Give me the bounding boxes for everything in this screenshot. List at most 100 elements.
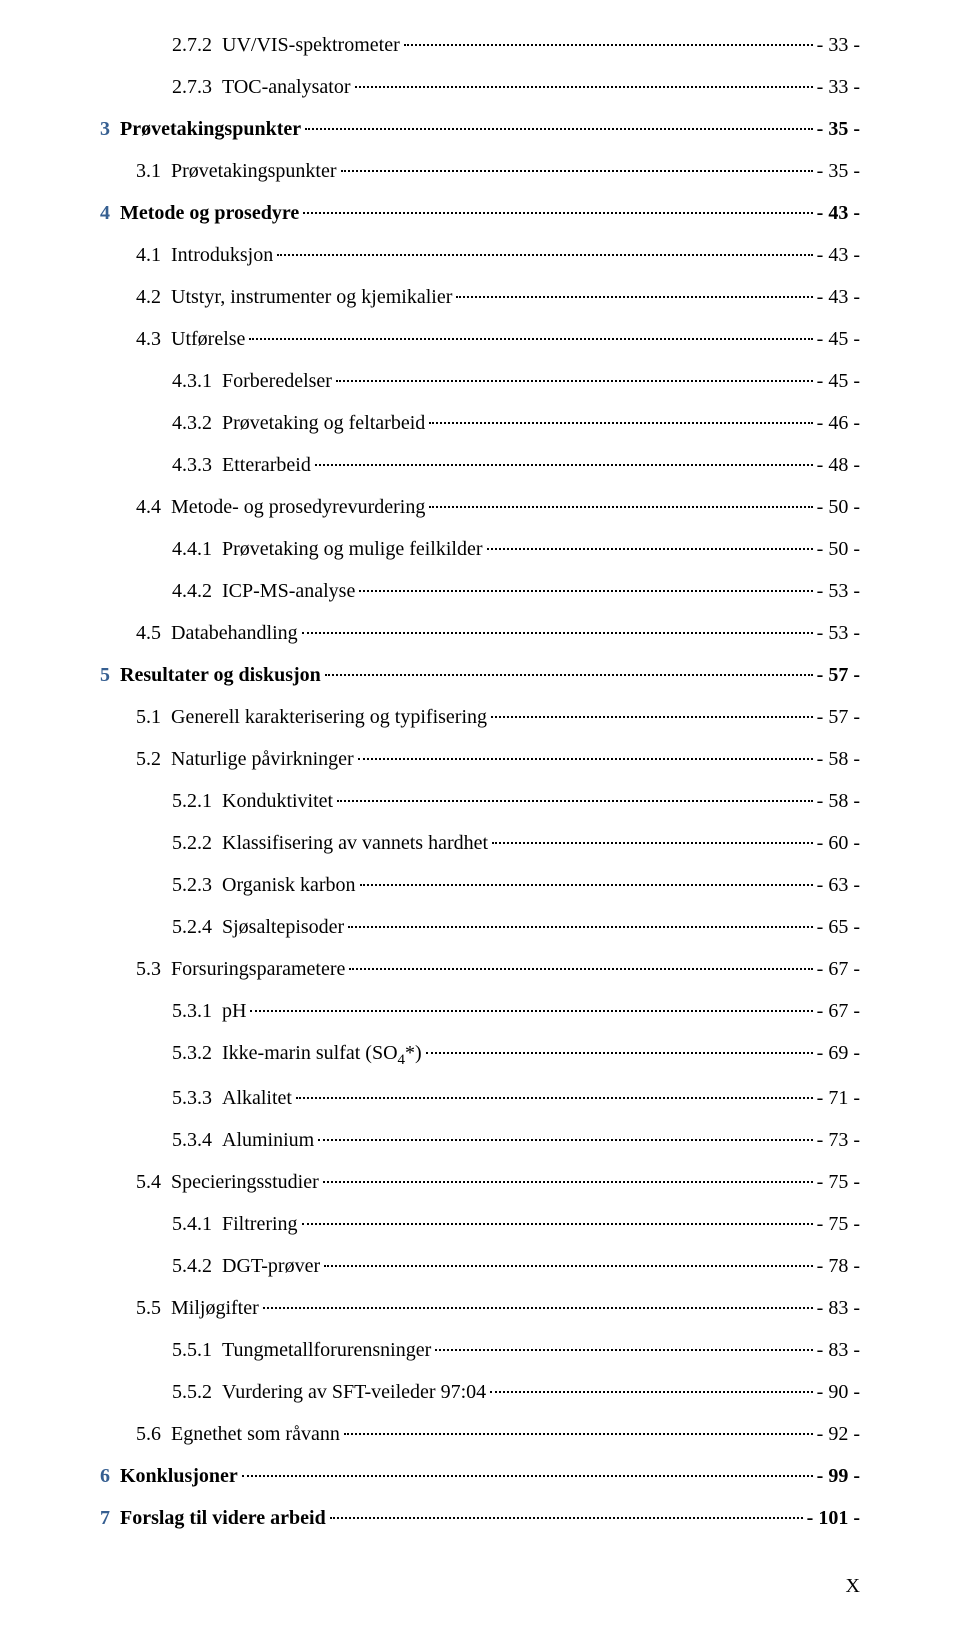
toc-page: - 63 - bbox=[817, 864, 860, 906]
toc-row: 5.2.3 Organisk karbon - 63 - bbox=[100, 864, 860, 906]
toc-row: 5.3.2 Ikke-marin sulfat (SO4*)- 69 - bbox=[100, 1032, 860, 1077]
toc-row: 3.1 Prøvetakingspunkter- 35 - bbox=[100, 150, 860, 192]
toc-page: - 69 - bbox=[817, 1032, 860, 1074]
toc-row: 4.3.3 Etterarbeid- 48 - bbox=[100, 444, 860, 486]
toc-number: 4.3.2 bbox=[172, 402, 222, 444]
toc-row: 4.4 Metode- og prosedyrevurdering- 50 - bbox=[100, 486, 860, 528]
toc-title: Konklusjoner bbox=[120, 1455, 238, 1497]
toc-page: - 60 - bbox=[817, 822, 860, 864]
toc-page: - 71 - bbox=[817, 1077, 860, 1119]
toc-leader bbox=[491, 716, 813, 718]
table-of-contents: 2.7.2 UV/VIS-spektrometer- 33 -2.7.3 TOC… bbox=[100, 24, 860, 1539]
toc-leader bbox=[344, 1433, 813, 1435]
toc-number: 5.6 bbox=[136, 1413, 171, 1455]
toc-page: - 53 - bbox=[817, 570, 860, 612]
toc-title: Egnethet som råvann bbox=[171, 1413, 340, 1455]
toc-number: 2.7.3 bbox=[172, 66, 222, 108]
toc-title: Prøvetaking og feltarbeid bbox=[222, 402, 425, 444]
toc-number: 5.5.2 bbox=[172, 1371, 222, 1413]
toc-row: 2.7.3 TOC-analysator- 33 - bbox=[100, 66, 860, 108]
toc-page: - 58 - bbox=[817, 738, 860, 780]
toc-leader bbox=[242, 1475, 813, 1477]
toc-leader bbox=[429, 422, 812, 424]
toc-number: 5.2.2 bbox=[172, 822, 222, 864]
toc-page: - 45 - bbox=[817, 318, 860, 360]
toc-title: Ikke-marin sulfat (SO4*) bbox=[222, 1032, 422, 1077]
toc-leader bbox=[404, 44, 813, 46]
toc-row: 2.7.2 UV/VIS-spektrometer- 33 - bbox=[100, 24, 860, 66]
toc-title: Alkalitet bbox=[222, 1077, 292, 1119]
toc-leader bbox=[487, 548, 813, 550]
toc-leader bbox=[323, 1181, 813, 1183]
toc-number: 4.1 bbox=[136, 234, 171, 276]
toc-page: - 46 - bbox=[817, 402, 860, 444]
toc-title: Prøvetaking og mulige feilkilder bbox=[222, 528, 483, 570]
toc-page: - 33 - bbox=[817, 24, 860, 66]
toc-leader bbox=[277, 254, 812, 256]
toc-number: 5 bbox=[100, 654, 120, 696]
toc-row: 5.5 Miljøgifter- 83 - bbox=[100, 1287, 860, 1329]
toc-leader bbox=[302, 632, 813, 634]
toc-number: 4.4 bbox=[136, 486, 171, 528]
toc-number: 5.2.3 bbox=[172, 864, 222, 906]
toc-leader bbox=[349, 968, 812, 970]
toc-title: pH bbox=[222, 990, 246, 1032]
toc-page: - 43 - bbox=[817, 234, 860, 276]
toc-number: 3 bbox=[100, 108, 120, 150]
toc-leader bbox=[435, 1349, 812, 1351]
toc-page: - 75 - bbox=[817, 1161, 860, 1203]
toc-title: DGT-prøver bbox=[222, 1245, 320, 1287]
toc-row: 5.2.1 Konduktivitet- 58 - bbox=[100, 780, 860, 822]
toc-row: 5.4 Specieringsstudier- 75 - bbox=[100, 1161, 860, 1203]
toc-page: - 83 - bbox=[817, 1287, 860, 1329]
toc-title: Tungmetallforurensninger bbox=[222, 1329, 431, 1371]
toc-page: - 58 - bbox=[817, 780, 860, 822]
toc-leader bbox=[263, 1307, 813, 1309]
toc-number: 3.1 bbox=[136, 150, 171, 192]
toc-title: Vurdering av SFT-veileder 97:04 bbox=[222, 1371, 486, 1413]
toc-leader bbox=[324, 1265, 813, 1267]
toc-row: 5.2.4 Sjøsaltepisoder - 65 - bbox=[100, 906, 860, 948]
toc-title: UV/VIS-spektrometer bbox=[222, 24, 400, 66]
toc-number: 5.2.4 bbox=[172, 906, 222, 948]
toc-leader bbox=[302, 1223, 813, 1225]
toc-page: - 48 - bbox=[817, 444, 860, 486]
toc-number: 4.4.1 bbox=[172, 528, 222, 570]
toc-row: 5.3.3 Alkalitet- 71 - bbox=[100, 1077, 860, 1119]
toc-page: - 101 - bbox=[807, 1497, 860, 1539]
toc-page: - 35 - bbox=[817, 108, 860, 150]
toc-row: 5.6 Egnethet som råvann- 92 - bbox=[100, 1413, 860, 1455]
toc-number: 4.5 bbox=[136, 612, 171, 654]
toc-leader bbox=[341, 170, 813, 172]
toc-row: 4 Metode og prosedyre- 43 - bbox=[100, 192, 860, 234]
toc-leader bbox=[429, 506, 812, 508]
toc-page: - 57 - bbox=[817, 696, 860, 738]
toc-leader bbox=[315, 464, 813, 466]
toc-row: 4.3 Utførelse- 45 - bbox=[100, 318, 860, 360]
toc-number: 4 bbox=[100, 192, 120, 234]
toc-title: Organisk karbon bbox=[222, 864, 356, 906]
toc-title: Forslag til videre arbeid bbox=[120, 1497, 326, 1539]
toc-leader bbox=[303, 212, 812, 214]
toc-number: 5.2.1 bbox=[172, 780, 222, 822]
toc-page: - 50 - bbox=[817, 486, 860, 528]
toc-leader bbox=[337, 800, 813, 802]
toc-row: 5.2 Naturlige påvirkninger- 58 - bbox=[100, 738, 860, 780]
toc-row: 5.5.2 Vurdering av SFT-veileder 97:04- 9… bbox=[100, 1371, 860, 1413]
toc-leader bbox=[249, 338, 812, 340]
toc-title: Resultater og diskusjon bbox=[120, 654, 321, 696]
toc-title: Sjøsaltepisoder bbox=[222, 906, 344, 948]
toc-title: Introduksjon bbox=[171, 234, 273, 276]
toc-row: 5.1 Generell karakterisering og typifise… bbox=[100, 696, 860, 738]
toc-row: 5.3.1 pH- 67 - bbox=[100, 990, 860, 1032]
toc-number: 5.5.1 bbox=[172, 1329, 222, 1371]
toc-page: - 67 - bbox=[817, 990, 860, 1032]
toc-page: - 50 - bbox=[817, 528, 860, 570]
toc-page: - 65 - bbox=[817, 906, 860, 948]
toc-number: 4.3.1 bbox=[172, 360, 222, 402]
toc-row: 5.2.2 Klassifisering av vannets hardhet-… bbox=[100, 822, 860, 864]
toc-number: 4.3.3 bbox=[172, 444, 222, 486]
toc-title: Miljøgifter bbox=[171, 1287, 259, 1329]
toc-page: - 57 - bbox=[817, 654, 860, 696]
toc-row: 4.4.2 ICP-MS-analyse- 53 - bbox=[100, 570, 860, 612]
